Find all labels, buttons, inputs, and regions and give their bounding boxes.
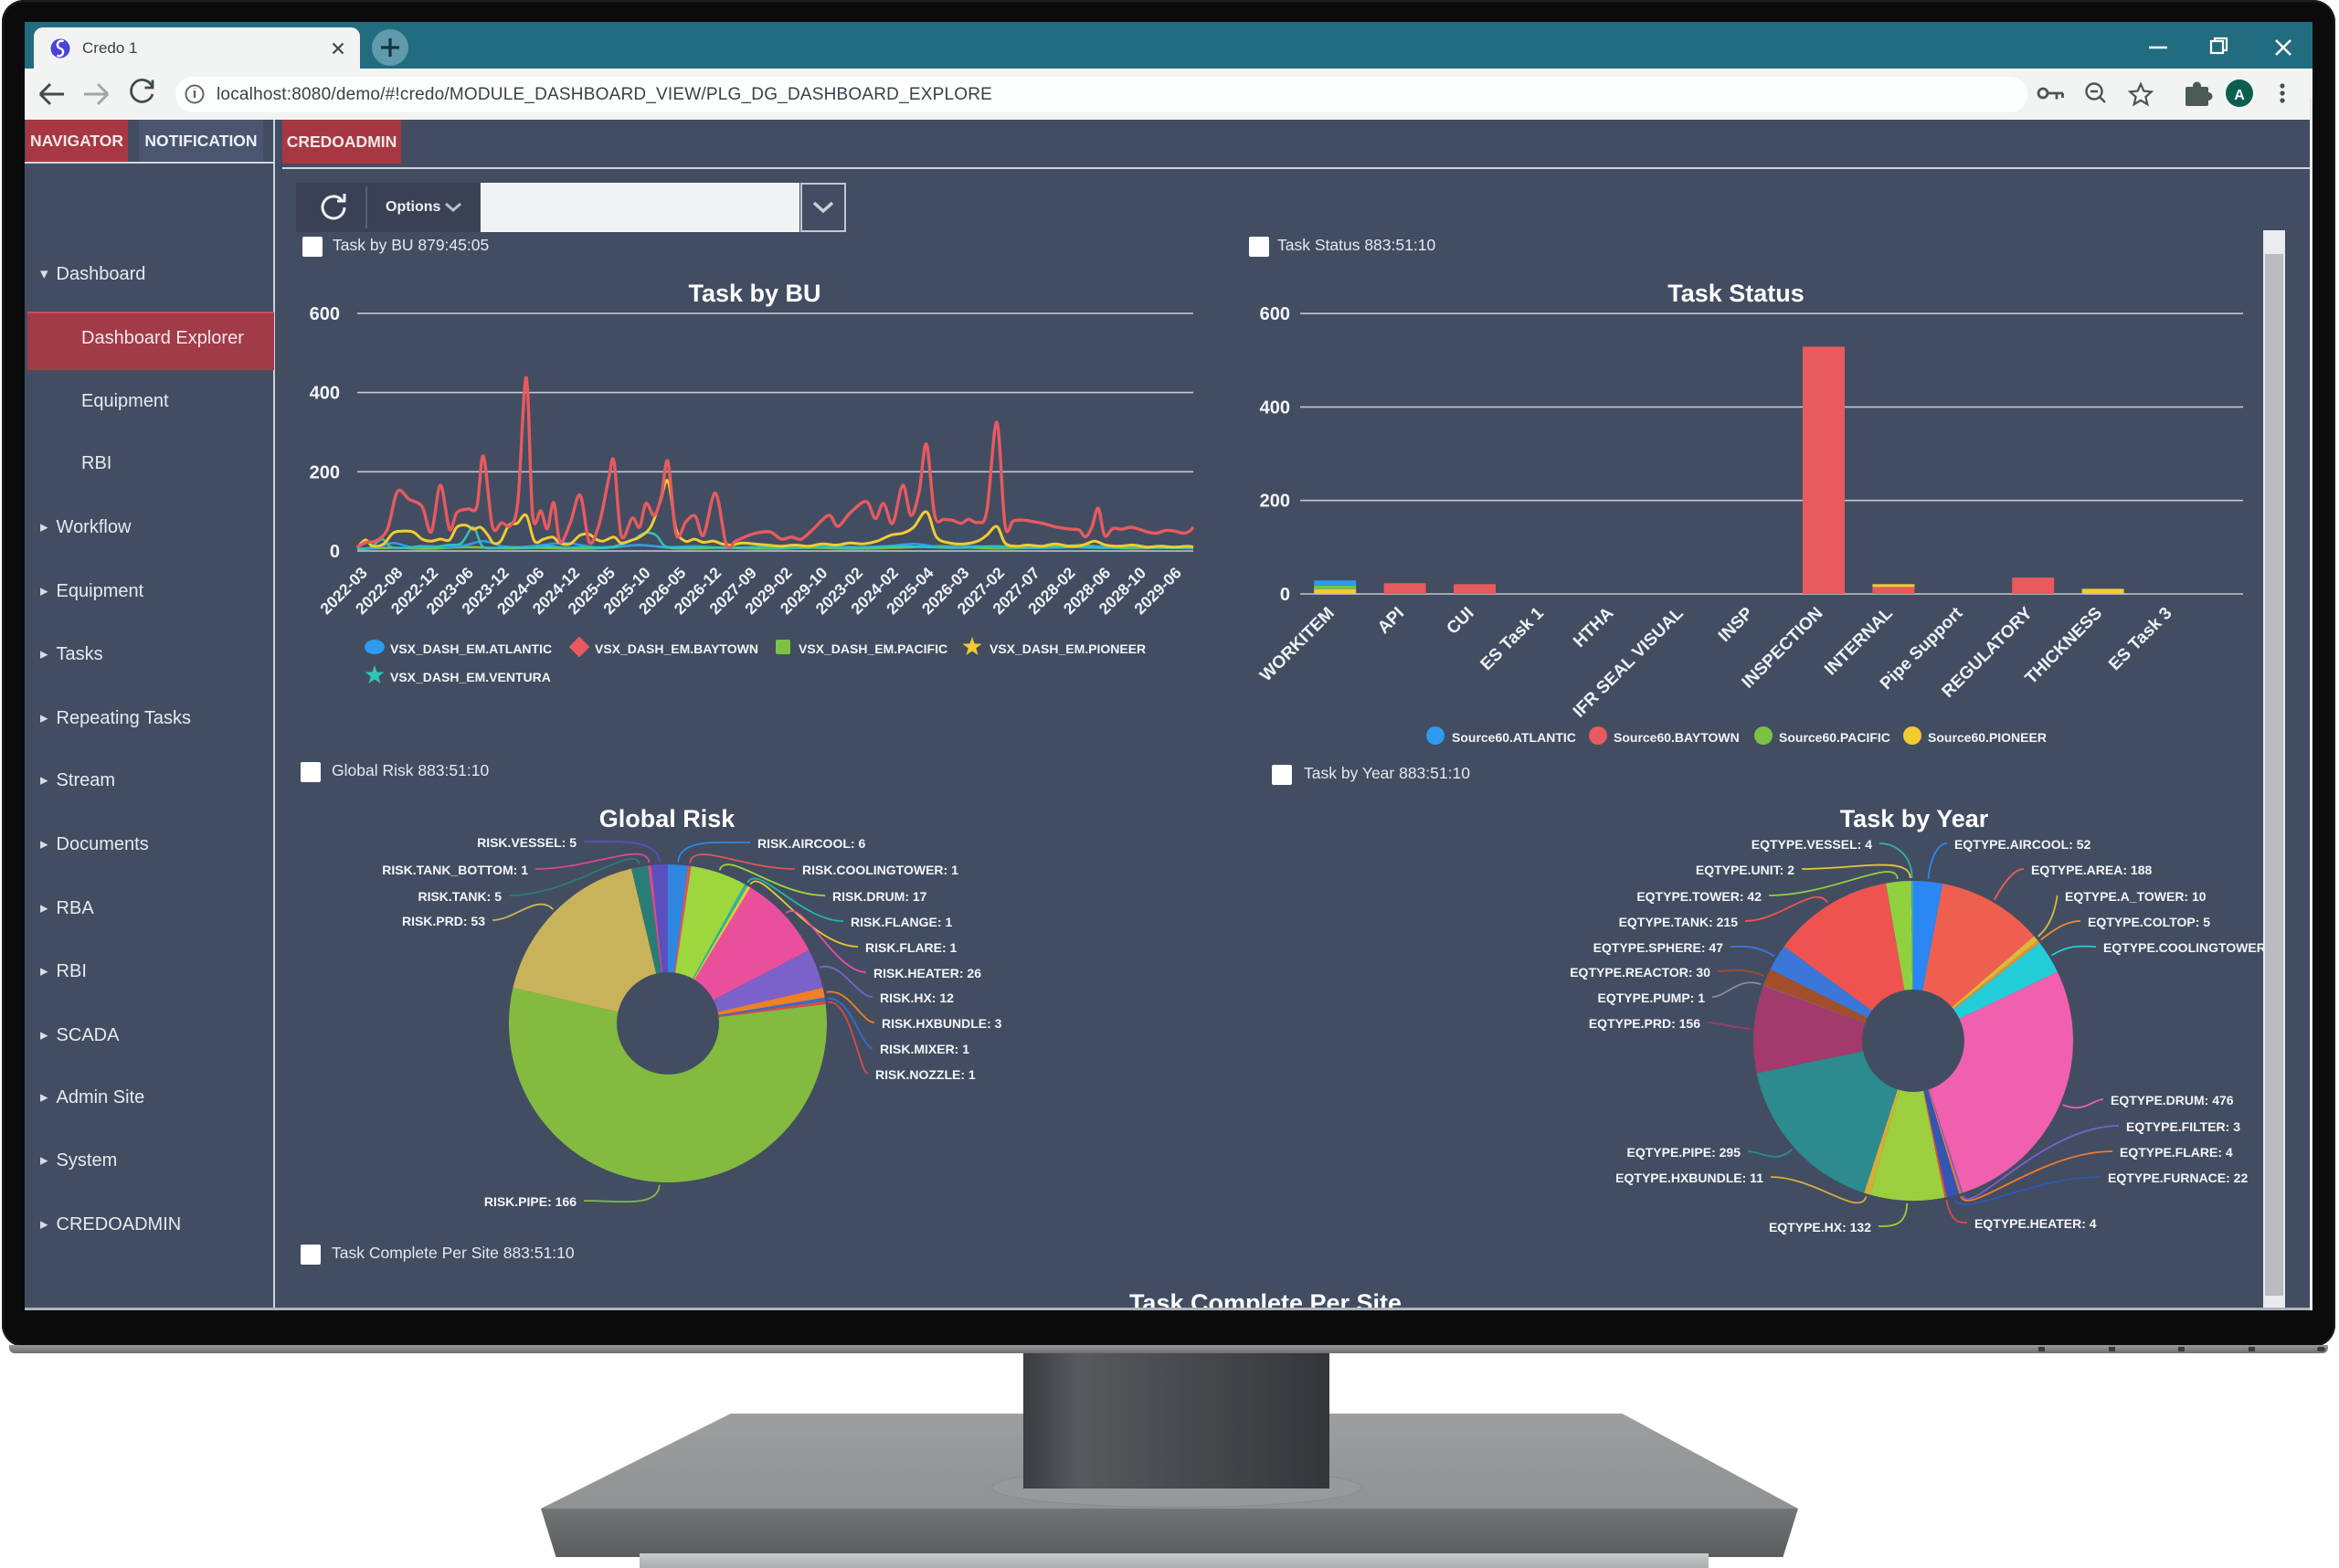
svg-text:EQTYPE.PIPE: 295: EQTYPE.PIPE: 295 bbox=[1627, 1145, 1741, 1160]
svg-text:200: 200 bbox=[310, 462, 340, 482]
svg-text:VSX_DASH_EM.BAYTOWN: VSX_DASH_EM.BAYTOWN bbox=[595, 641, 758, 656]
svg-text:VSX_DASH_EM.ATLANTIC: VSX_DASH_EM.ATLANTIC bbox=[390, 641, 552, 656]
svg-text:EQTYPE.FILTER: 3: EQTYPE.FILTER: 3 bbox=[2126, 1119, 2240, 1134]
svg-text:RISK.AIRCOOL: 6: RISK.AIRCOOL: 6 bbox=[757, 836, 865, 851]
svg-text:EQTYPE.HEATER: 4: EQTYPE.HEATER: 4 bbox=[1974, 1216, 2097, 1231]
svg-text:RISK.HXBUNDLE: 3: RISK.HXBUNDLE: 3 bbox=[882, 1016, 1002, 1031]
svg-text:EQTYPE.PUMP: 1: EQTYPE.PUMP: 1 bbox=[1598, 991, 1706, 1005]
svg-text:600: 600 bbox=[310, 304, 340, 324]
svg-text:RISK.FLANGE: 1: RISK.FLANGE: 1 bbox=[851, 915, 952, 929]
svg-text:RISK.PIPE: 166: RISK.PIPE: 166 bbox=[484, 1194, 577, 1209]
svg-text:VSX_DASH_EM.VENTURA: VSX_DASH_EM.VENTURA bbox=[390, 670, 551, 684]
svg-text:EQTYPE.HX: 132: EQTYPE.HX: 132 bbox=[1769, 1220, 1871, 1234]
svg-text:RISK.DRUM: 17: RISK.DRUM: 17 bbox=[832, 889, 927, 904]
svg-text:EQTYPE.AREA: 188: EQTYPE.AREA: 188 bbox=[2031, 863, 2152, 877]
svg-text:RISK.TANK: 5: RISK.TANK: 5 bbox=[418, 889, 502, 904]
svg-text:EQTYPE.PRD: 156: EQTYPE.PRD: 156 bbox=[1589, 1016, 1700, 1031]
svg-text:RISK.VESSEL: 5: RISK.VESSEL: 5 bbox=[477, 835, 577, 850]
svg-text:EQTYPE.FURNACE: 22: EQTYPE.FURNACE: 22 bbox=[2108, 1171, 2248, 1185]
svg-text:Source60.BAYTOWN: Source60.BAYTOWN bbox=[1614, 730, 1740, 745]
svg-text:400: 400 bbox=[310, 384, 340, 404]
svg-text:RISK.FLARE: 1: RISK.FLARE: 1 bbox=[865, 940, 958, 955]
svg-text:RISK.HEATER: 26: RISK.HEATER: 26 bbox=[873, 966, 981, 980]
svg-text:RISK.PRD: 53: RISK.PRD: 53 bbox=[402, 914, 485, 928]
svg-text:EQTYPE.COLTOP: 5: EQTYPE.COLTOP: 5 bbox=[2088, 915, 2210, 929]
svg-text:RISK.HX: 12: RISK.HX: 12 bbox=[880, 991, 954, 1005]
svg-text:RISK.TANK_BOTTOM: 1: RISK.TANK_BOTTOM: 1 bbox=[382, 863, 528, 877]
svg-text:0: 0 bbox=[1280, 585, 1290, 605]
svg-text:EQTYPE.SPHERE: 47: EQTYPE.SPHERE: 47 bbox=[1593, 940, 1724, 955]
svg-text:Source60.PIONEER: Source60.PIONEER bbox=[1928, 730, 2047, 745]
svg-text:EQTYPE.COOLINGTOWER:: EQTYPE.COOLINGTOWER: bbox=[2103, 940, 2270, 955]
svg-text:VSX_DASH_EM.PACIFIC: VSX_DASH_EM.PACIFIC bbox=[799, 641, 947, 656]
svg-text:EQTYPE.VESSEL: 4: EQTYPE.VESSEL: 4 bbox=[1752, 837, 1872, 852]
svg-text:RISK.NOZZLE: 1: RISK.NOZZLE: 1 bbox=[875, 1067, 976, 1082]
svg-text:EQTYPE.DRUM: 476: EQTYPE.DRUM: 476 bbox=[2111, 1093, 2234, 1107]
svg-text:A: A bbox=[2234, 88, 2245, 103]
svg-text:0: 0 bbox=[330, 542, 340, 562]
svg-text:600: 600 bbox=[1260, 304, 1290, 324]
svg-text:Source60.PACIFIC: Source60.PACIFIC bbox=[1779, 730, 1890, 745]
svg-text:400: 400 bbox=[1260, 397, 1290, 418]
svg-text:RISK.MIXER: 1: RISK.MIXER: 1 bbox=[880, 1042, 969, 1056]
svg-text:EQTYPE.UNIT: 2: EQTYPE.UNIT: 2 bbox=[1696, 863, 1794, 877]
svg-text:EQTYPE.HXBUNDLE: 11: EQTYPE.HXBUNDLE: 11 bbox=[1615, 1171, 1763, 1185]
svg-text:Source60.ATLANTIC: Source60.ATLANTIC bbox=[1452, 730, 1576, 745]
svg-text:EQTYPE.A_TOWER: 10: EQTYPE.A_TOWER: 10 bbox=[2065, 889, 2207, 904]
svg-text:200: 200 bbox=[1260, 492, 1290, 512]
svg-text:EQTYPE.REACTOR: 30: EQTYPE.REACTOR: 30 bbox=[1570, 965, 1710, 980]
svg-text:EQTYPE.FLARE: 4: EQTYPE.FLARE: 4 bbox=[2120, 1145, 2233, 1160]
svg-text:VSX_DASH_EM.PIONEER: VSX_DASH_EM.PIONEER bbox=[990, 641, 1146, 656]
svg-text:RISK.COOLINGTOWER: 1: RISK.COOLINGTOWER: 1 bbox=[802, 863, 958, 877]
svg-text:EQTYPE.TANK: 215: EQTYPE.TANK: 215 bbox=[1619, 915, 1739, 929]
svg-text:EQTYPE.TOWER: 42: EQTYPE.TOWER: 42 bbox=[1636, 889, 1762, 904]
svg-text:EQTYPE.AIRCOOL: 52: EQTYPE.AIRCOOL: 52 bbox=[1954, 837, 2091, 852]
